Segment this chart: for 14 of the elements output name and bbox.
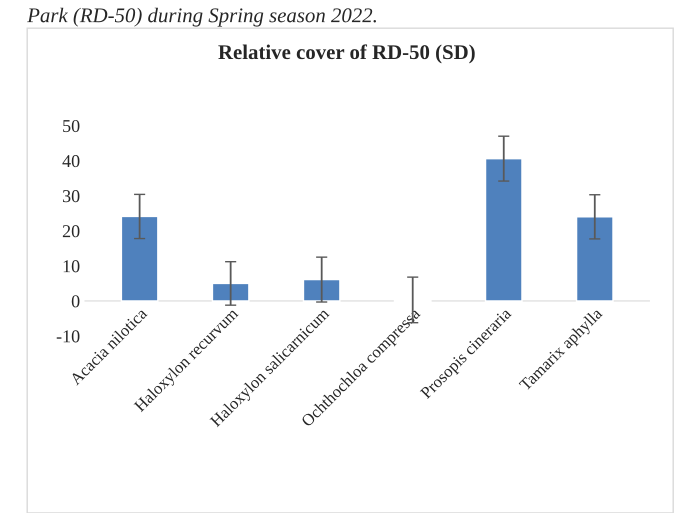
- bar: [212, 282, 250, 302]
- bar: [120, 216, 159, 302]
- y-tick-label: 20: [62, 225, 80, 238]
- y-tick-label: 30: [62, 190, 80, 202]
- text: Park (RD-50) during Spring season 2022.: [27, 8, 376, 27]
- bar: [484, 158, 523, 302]
- y-tick-label: 10: [64, 260, 80, 272]
- bar: [576, 216, 614, 302]
- bar: [302, 278, 341, 302]
- chart-title: Relative cover of RD-50 (SD): [218, 44, 475, 64]
- y-tick-label: 0: [72, 295, 80, 308]
- y-tick-label: -10: [56, 330, 80, 342]
- y-tick-label: 50: [63, 120, 80, 132]
- y-tick-label: 40: [62, 155, 80, 168]
